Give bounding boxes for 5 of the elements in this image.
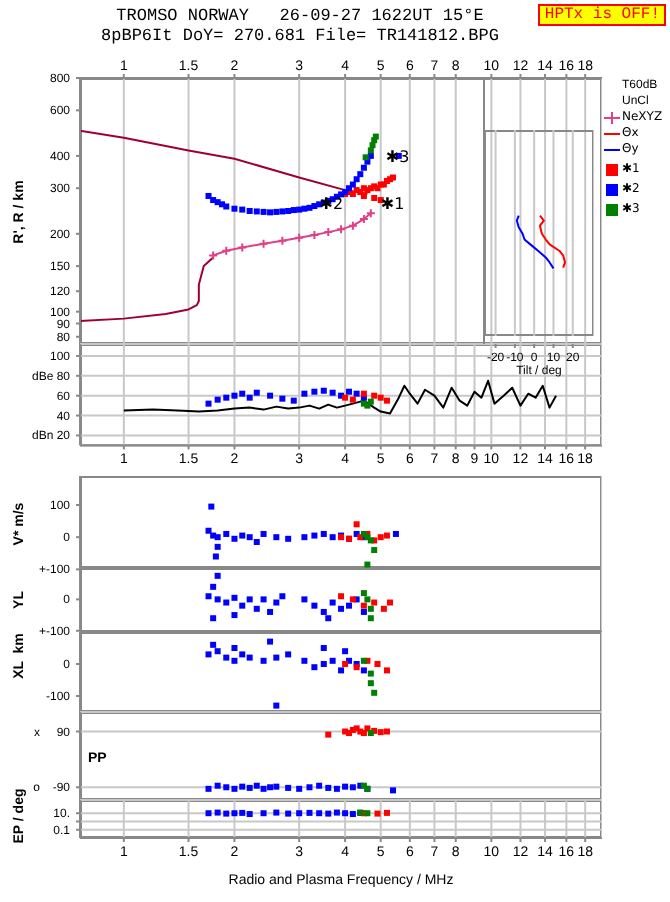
annotation: ✱3 [385, 147, 410, 166]
text: HPTx is OFF! [538, 4, 666, 26]
chart-subtitle: 8pBP6It DoY= 270.681 File= TR141812.BPG [99, 26, 501, 46]
annotation: ✱1 [380, 195, 405, 214]
chart-title: TROMSO NORWAY 26-09-27 1622UT 15°E [116, 6, 484, 26]
